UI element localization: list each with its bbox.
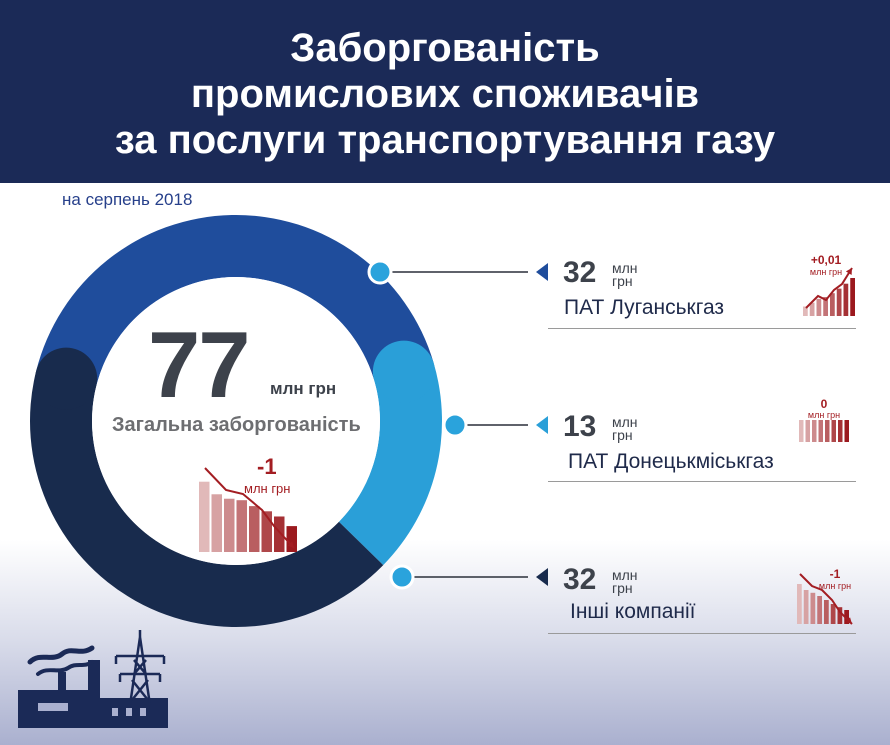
change-unit-other: млн грн <box>818 581 852 591</box>
divider-1 <box>548 328 856 329</box>
total-trend-bar <box>274 516 285 552</box>
other-trend-arrow <box>799 573 853 625</box>
other-trend-bar <box>803 590 809 624</box>
item-name-other: Інші компанії <box>570 600 696 623</box>
other-trend-arrowhead <box>845 617 852 624</box>
factory-icon <box>18 645 168 728</box>
pointer-triangle-donetskmiskgaz <box>536 416 548 434</box>
total-change-unit: млн грн <box>244 481 291 496</box>
luhanskgaz-trend-arrowhead <box>845 268 852 275</box>
item-name-donetskmiskgaz: ПАТ Донецькміськгаз <box>568 450 774 473</box>
change-unit-luhanskgaz: млн грн <box>809 267 843 277</box>
leader-dot-other <box>389 564 415 590</box>
title-line-3: за послуги транспортування газу <box>114 118 776 162</box>
slice-cap-donetskmiskgaz <box>372 340 435 403</box>
change-donetskmiskgaz: 0 <box>820 397 828 411</box>
luhanskgaz-trend-arrow <box>805 267 853 309</box>
divider-2 <box>548 481 856 482</box>
total-value: 77 <box>148 312 251 417</box>
luhanskgaz-trend-bar <box>803 306 808 316</box>
item-value-donetskmiskgaz: 13 <box>563 410 597 443</box>
leader-dot-luhanskgaz <box>367 259 393 285</box>
slice-donetskmiskgaz <box>338 362 442 566</box>
title-line-1: Заборгованість <box>290 26 600 70</box>
divider-3 <box>548 633 856 634</box>
other-trend-bar <box>797 584 802 624</box>
donetskmiskgaz-trend-bar <box>812 420 817 442</box>
total-trend-arrowhead <box>287 541 294 548</box>
luhanskgaz-trend-bar <box>836 288 842 316</box>
slice-cap-other <box>35 347 98 410</box>
total-change: -1 <box>257 454 277 479</box>
item-unit-other: млн грн <box>612 567 638 596</box>
other-trend-bar <box>844 610 849 624</box>
leader-dot-donetskmiskgaz <box>442 412 468 438</box>
donetskmiskgaz-trend-bar <box>818 420 823 442</box>
other-trend-bar <box>817 596 822 624</box>
total-trend-bar <box>199 481 210 552</box>
slice-luhanskgaz <box>36 214 434 387</box>
total-trend-bar <box>249 506 260 552</box>
luhanskgaz-trend-bar <box>830 293 835 316</box>
pointer-triangle-other <box>536 568 548 586</box>
total-trend-bar <box>211 494 222 552</box>
luhanskgaz-trend-bar <box>843 283 849 316</box>
item-value-luhanskgaz: 32 <box>563 256 597 289</box>
other-trend-bar <box>824 600 829 624</box>
luhanskgaz-trend-bar <box>850 278 855 316</box>
luhanskgaz-trend-bar <box>809 302 815 316</box>
total-trend-bar <box>224 498 235 552</box>
donetskmiskgaz-trend-bar <box>844 420 849 442</box>
other-trend-bar <box>837 607 843 624</box>
donut-hole <box>92 277 380 565</box>
total-trend-bar <box>286 526 297 552</box>
total-label: Загальна заборгованість <box>112 414 361 436</box>
total-trend-bar <box>236 500 247 552</box>
donetskmiskgaz-trend-bar <box>825 420 830 442</box>
total-trend-bar <box>261 511 272 552</box>
other-trend-bar <box>810 592 816 624</box>
change-other: -1 <box>829 567 841 581</box>
power-pylon-icon <box>114 630 166 706</box>
title-line-2: промислових споживачів <box>190 72 700 116</box>
slice-other <box>29 371 384 628</box>
total-trend-arrow <box>204 467 295 549</box>
change-unit-donetskmiskgaz: млн грн <box>807 410 841 420</box>
other-trend-bar <box>830 604 836 624</box>
donetskmiskgaz-trend-bar <box>838 420 843 442</box>
date-label: на серпень 2018 <box>62 190 193 209</box>
item-name-luhanskgaz: ПАТ Луганськгаз <box>564 296 725 319</box>
luhanskgaz-trend-bar <box>816 298 822 316</box>
item-unit-luhanskgaz: млн грн <box>612 260 638 289</box>
item-value-other: 32 <box>563 563 597 596</box>
header-banner: Заборгованість промислових споживачів за… <box>0 0 890 183</box>
pointer-triangle-luhanskgaz <box>536 263 548 281</box>
change-luhanskgaz: +0,01 <box>810 253 842 267</box>
donetskmiskgaz-trend-bar <box>831 420 836 442</box>
item-unit-donetskmiskgaz: млн грн <box>612 414 638 443</box>
luhanskgaz-trend-bar <box>823 297 828 316</box>
donetskmiskgaz-trend-bar <box>805 420 810 442</box>
total-unit: млн грн <box>270 379 337 398</box>
donetskmiskgaz-trend-bar <box>799 420 804 442</box>
